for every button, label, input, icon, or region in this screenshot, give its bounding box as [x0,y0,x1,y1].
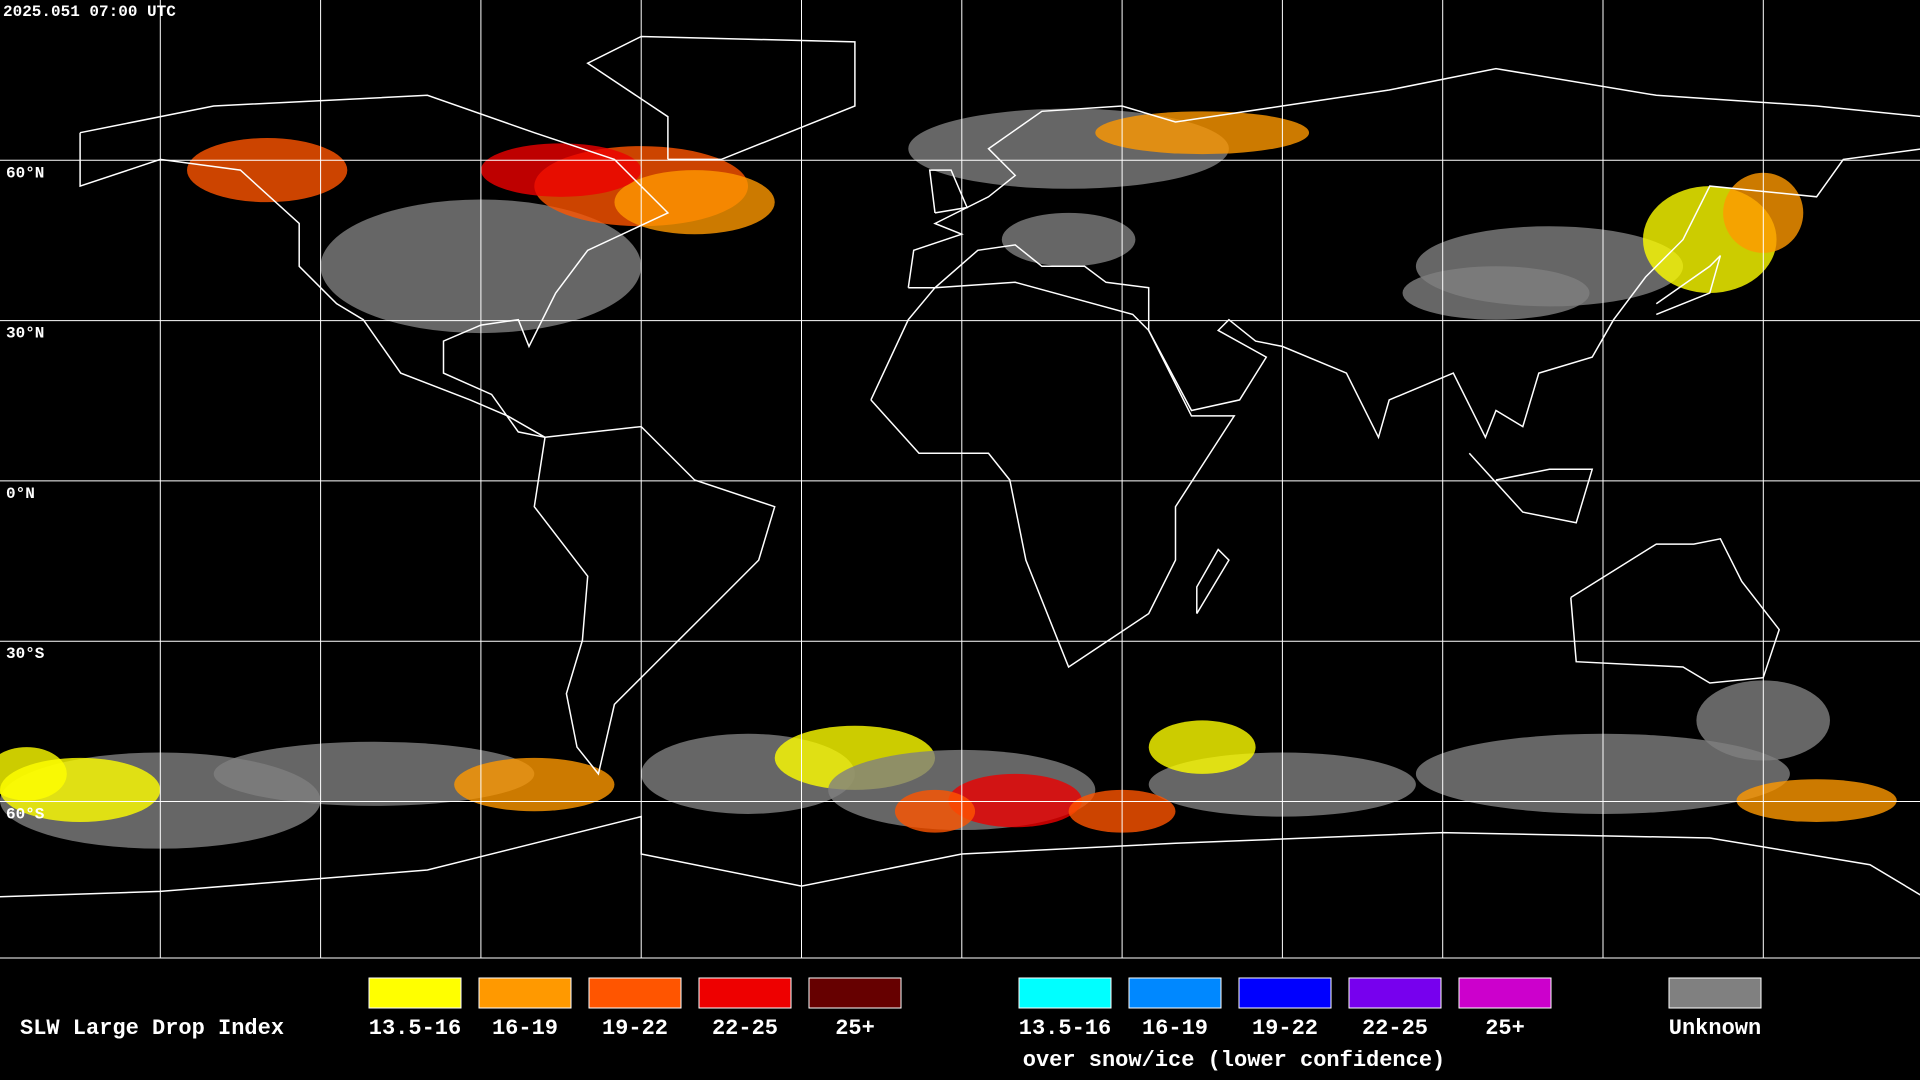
coastline [0,815,1920,898]
coastline [1570,537,1781,684]
lat-label: 60°S [6,806,45,824]
legend-swatch [1458,977,1552,1009]
legend-swatch [588,977,682,1009]
lat-label: 30°S [6,645,45,663]
legend-swatch [808,977,902,1009]
cloud-blob [0,747,67,801]
legend-label: 16-19 [1142,1016,1208,1041]
cloud-blob [213,741,535,806]
legend-label: 19-22 [1252,1016,1318,1041]
legend-label: 19-22 [602,1016,668,1041]
cloud-blob [1736,779,1897,822]
legend-label: 25+ [835,1016,875,1041]
coastline [79,94,670,439]
lat-label: 30°N [6,325,44,343]
coastline [1468,452,1594,524]
legend-swatch [1348,977,1442,1009]
legend-swatch [478,977,572,1009]
timestamp: 2025.051 07:00 UTC [3,3,176,21]
coastline [586,35,856,161]
legend-swatch [1128,977,1222,1009]
cloud-blob [480,143,642,197]
legend-swatch [698,977,792,1009]
graticule [0,0,1920,958]
legend-label: 16-19 [492,1016,558,1041]
cloud-blob [187,138,348,203]
snow-caption: over snow/ice (lower confidence) [1023,1048,1445,1073]
coastline [870,281,1236,669]
legend-swatch [1238,977,1332,1009]
lat-label: 0°N [6,485,35,503]
cloud-blob [1148,720,1256,774]
legend-label: Unknown [1669,1016,1761,1041]
legend-label: 22-25 [1362,1016,1428,1041]
legend-title: SLW Large Drop Index [20,1016,284,1041]
cloud-blob [1095,111,1310,155]
legend-swatch [1018,977,1112,1009]
cloud-blob [454,757,615,812]
coastline [1196,548,1230,614]
legend-label: 13.5-16 [1019,1016,1111,1041]
cloud-blob [614,170,775,235]
legend-label: 25+ [1485,1016,1525,1041]
coastline [928,169,969,214]
cloud-blob [1001,212,1136,267]
lat-label: 60°N [6,164,44,182]
cloud-blob [948,773,1082,828]
cloud-layer [0,108,1897,849]
coastlines [0,35,1920,898]
legend-label: 22-25 [712,1016,778,1041]
coastline [1655,255,1722,316]
cloud-blob [894,789,976,833]
legend-swatch [1668,977,1762,1009]
coastline [533,425,776,776]
legend-swatch [368,977,462,1009]
coastline [907,67,1920,440]
cloud-blob [1402,266,1590,320]
legend-label: 13.5-16 [369,1016,461,1041]
